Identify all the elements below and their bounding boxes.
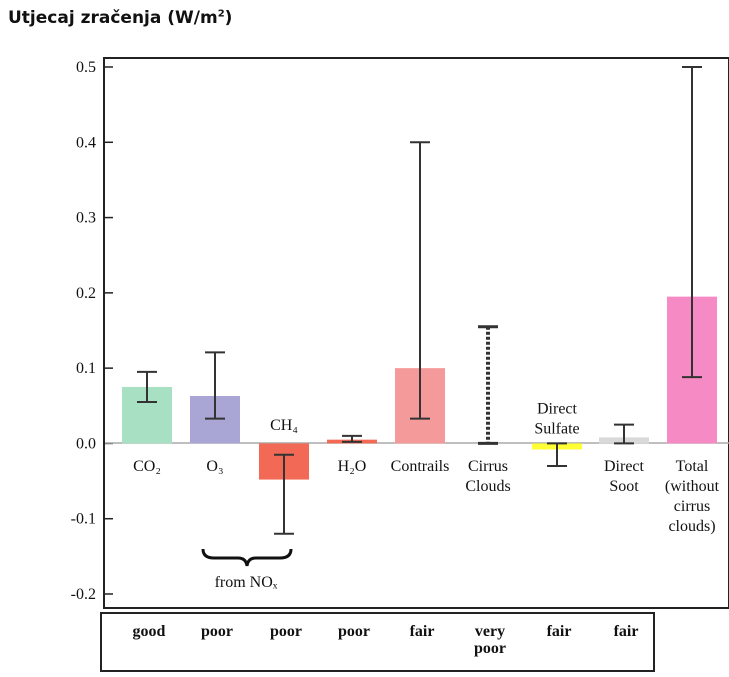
confidence-cell: good: [132, 623, 166, 640]
category-label: O₃: [206, 458, 223, 475]
y-tick-label: 0.5: [76, 59, 96, 76]
confidence-cell: poor: [338, 623, 370, 640]
y-tick-label: 0.1: [76, 360, 96, 377]
confidence-cell: poor: [201, 623, 233, 640]
category-label: clouds): [668, 518, 715, 535]
category-label: CO₂: [133, 458, 161, 475]
nox-brace: [201, 548, 293, 567]
category-labels: CO₂ O₃ CH₄ H₂O Contrails Cirrus Clouds Direct Su…: [133, 400, 720, 535]
category-label: Total: [676, 458, 709, 475]
plot-frame: [103, 57, 729, 609]
y-tick-label: -0.1: [71, 511, 96, 528]
y-axis: 0.5 0.4 0.3 0.2 0.1 0.0 -0.1 -0.2: [71, 59, 113, 603]
y-tick-label: 0.4: [76, 134, 96, 151]
category-label: Direct: [537, 400, 578, 417]
nox-annotation: from NOₓ: [215, 574, 278, 591]
y-tick-label: -0.2: [71, 586, 96, 603]
category-label: Clouds: [465, 478, 510, 495]
confidence-cell: fair: [546, 623, 572, 640]
confidence-cell: fair: [613, 623, 639, 640]
category-label: cirrus: [674, 498, 710, 515]
confidence-cell: very poor: [474, 623, 506, 657]
category-label: Soot: [609, 478, 639, 495]
category-label: H₂O: [338, 458, 367, 475]
y-tick-label: 0.3: [76, 210, 96, 227]
confidence-cell: poor: [270, 623, 302, 640]
category-label: Direct: [604, 458, 645, 475]
category-label: Sulfate: [534, 420, 579, 437]
y-tick-label: 0.2: [76, 285, 96, 302]
category-label: (without: [665, 478, 720, 495]
confidence-cell: fair: [409, 623, 435, 640]
y-tick-label: 0.0: [76, 435, 96, 452]
category-label: CH₄: [270, 417, 298, 434]
category-label: Contrails: [391, 458, 450, 475]
category-label: Cirrus: [468, 458, 508, 475]
y-axis-title: Utjecaj zračenja (W/m2): [8, 8, 233, 28]
chart: 0.5 0.4 0.3 0.2 0.1 0.0 -0.1 -0.2 CO₂ O₃ CH₄ H₂O Co…: [71, 57, 729, 609]
confidence-table: good poor poor poor fair very poor fair fair: [100, 612, 655, 672]
error-bars: [137, 66, 702, 535]
